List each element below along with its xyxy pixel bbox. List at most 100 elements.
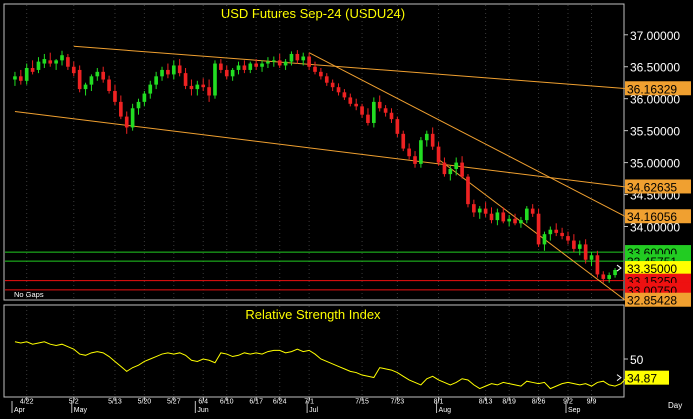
candle-body [560,232,564,237]
candle-body [554,229,559,233]
candle-body [466,176,470,205]
candle-body [36,61,41,70]
candle-body [377,101,382,109]
candle-body [536,213,541,245]
candle-body [189,85,194,90]
month-label: Sep [568,407,581,414]
date-tick-label: 6/24 [273,399,287,406]
price-panel-frame [3,3,625,301]
candle-body [454,162,459,169]
candle-body [295,53,300,61]
price-level-badge-label: 34.62635 [627,180,677,194]
candle-body [48,60,53,64]
candle-body [219,63,223,70]
candle-body [383,108,388,113]
candle-body [60,55,64,61]
candle-body [583,244,588,260]
candle-body [348,97,353,104]
date-tick-label: 7/1 [304,399,314,406]
grid-layer [26,5,593,396]
price-tick-label: 35.50000 [630,125,680,139]
candle-body [489,213,494,221]
date-tick-label: 9/2 [563,399,573,406]
candle-body [124,116,129,128]
rsi-panel-frame [3,304,625,398]
candle-body [389,112,394,120]
candle-body [324,76,329,83]
price-level-badge-label: 34.16056 [627,210,677,224]
candle-body [595,255,600,275]
candle-body [201,84,206,88]
rsi-line [14,341,628,390]
candle-body [360,106,364,115]
month-label: Apr [14,407,26,414]
price-level-badge-label: 33.35000 [627,262,677,276]
candle-body [248,63,253,70]
price-tick-label: 36.00000 [630,93,680,107]
candle-body [160,69,164,77]
date-tick-label: 5/13 [108,399,122,406]
candle-body [407,148,411,157]
candle-body [166,69,170,75]
date-tick-label: 5/20 [138,399,152,406]
candle-body [572,240,576,249]
candle-body [95,71,100,77]
date-tick-label: 6/17 [249,399,263,406]
candle-body [113,91,117,102]
candle-body [501,212,506,222]
candle-body [483,208,488,214]
price-level-badge [625,292,691,307]
candle-body [213,63,217,96]
candle-body [277,60,282,66]
candle-body [142,93,147,102]
candle-body [77,69,82,90]
price-level-badge [625,261,691,276]
candle-body [224,69,229,77]
candle-body [336,87,341,93]
candle-body [24,68,29,81]
day-unit-label: Day [668,401,682,410]
candle-body [419,140,423,164]
candle-body [230,69,235,77]
price-level-badge [625,81,691,96]
candle-body [330,82,335,88]
candle-body [71,66,76,74]
candle-body [236,65,241,70]
candle-body [342,92,347,98]
candle-body [566,236,570,241]
price-tick-label: 34.00000 [630,221,680,235]
candle-body [19,76,23,81]
price-level-badges: 36.1632934.6263534.1605633.6000033.45751… [616,81,691,308]
rsi-title: Relative Strength Index [245,307,381,322]
month-label: Jul [309,407,318,414]
date-tick-label: 6/4 [198,399,208,406]
candle-body [519,220,523,224]
date-tick-label: 6/10 [220,399,234,406]
candle-body [266,61,270,64]
candle-body [436,146,441,163]
no-gaps-label: No Gaps [14,290,44,299]
rsi-current-label: 34.87 [627,372,657,386]
date-tick-label: 7/23 [391,399,405,406]
price-level-badge [625,209,691,224]
candle-body [119,101,123,117]
candle-body [13,76,17,80]
trendline [14,110,626,188]
candle-body [601,274,606,279]
date-tick-label: 7/15 [355,399,369,406]
candle-body [42,59,47,64]
rsi-current-badge [625,370,669,385]
candle-body [313,66,317,72]
date-axis: 4/22 5/2 5/13 5/20 5/27 6/4 6/10 6/17 6/24 7/1 7/1… [4,396,624,414]
candle-body [477,208,482,213]
candle-body [107,79,111,92]
month-label: Jun [197,407,208,414]
candle-body [507,218,511,222]
date-tick-label: 8/13 [479,399,493,406]
candle-body [607,275,611,279]
candle-body [460,162,464,177]
current-price-arrow [616,264,622,272]
candle-body [354,103,359,107]
